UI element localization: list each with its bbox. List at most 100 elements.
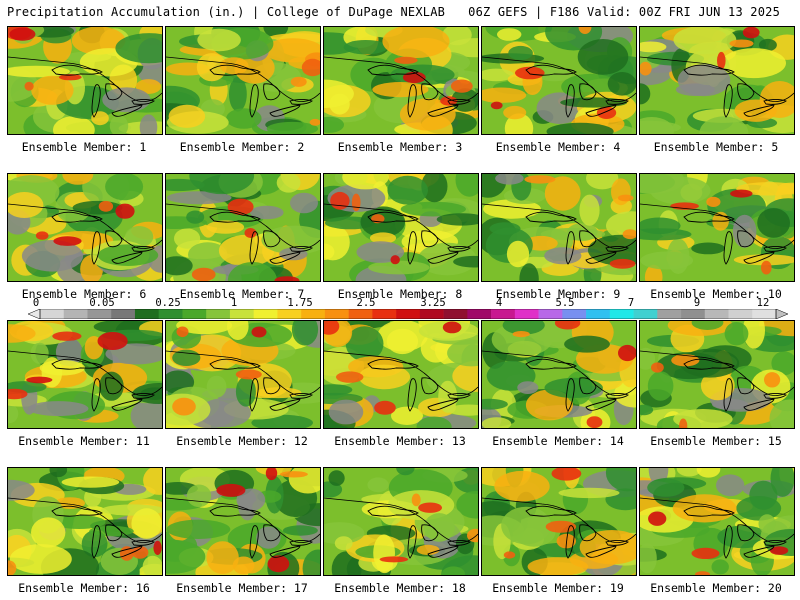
legend-color-segment bbox=[111, 309, 136, 319]
great-lakes-outline bbox=[209, 211, 313, 265]
great-lakes-outline bbox=[367, 505, 471, 559]
legend-color-segment bbox=[158, 309, 183, 319]
great-lakes-outline bbox=[525, 505, 629, 559]
ensemble-member-map bbox=[7, 173, 163, 282]
ensemble-member-map bbox=[7, 26, 163, 135]
ensemble-member-label: Ensemble Member: 8 bbox=[337, 287, 463, 301]
legend-color-segment bbox=[562, 309, 587, 319]
ensemble-member-label: Ensemble Member: 2 bbox=[179, 140, 305, 154]
legend-right-arrow bbox=[775, 309, 788, 319]
legend-color-segment bbox=[752, 309, 777, 319]
border-line bbox=[482, 56, 636, 102]
legend-tick-label: 0.05 bbox=[89, 297, 115, 309]
precipitation-field bbox=[640, 468, 794, 575]
legend-color-segment bbox=[206, 309, 231, 319]
border-line bbox=[166, 203, 320, 249]
legend-color-segment bbox=[704, 309, 729, 319]
legend-color-segment bbox=[728, 309, 753, 319]
precipitation-field bbox=[8, 174, 162, 281]
ensemble-member-map bbox=[481, 173, 637, 282]
precipitation-field bbox=[640, 321, 794, 428]
legend-color-segment bbox=[63, 309, 88, 319]
legend-tick-label: 1 bbox=[230, 297, 238, 309]
ensemble-member-map bbox=[639, 173, 795, 282]
ensemble-member-map bbox=[165, 467, 321, 576]
border-line bbox=[8, 203, 162, 249]
great-lakes-outline bbox=[525, 358, 629, 412]
precipitation-field bbox=[324, 321, 478, 428]
ensemble-member-map bbox=[323, 173, 479, 282]
legend-color-segment bbox=[657, 309, 682, 319]
legend-tick-label: 1.75 bbox=[287, 297, 313, 309]
ensemble-member-label: Ensemble Member: 6 bbox=[21, 287, 147, 301]
precipitation-field bbox=[8, 321, 162, 428]
great-lakes-outline bbox=[209, 64, 313, 118]
legend-color-segment bbox=[372, 309, 397, 319]
border-line bbox=[482, 497, 636, 543]
legend-color-segment bbox=[253, 309, 278, 319]
ensemble-member-label: Ensemble Member: 1 bbox=[21, 140, 147, 154]
precipitation-field bbox=[324, 174, 478, 281]
great-lakes-outline bbox=[683, 358, 787, 412]
ensemble-member-map bbox=[481, 467, 637, 576]
ensemble-member-label: Ensemble Member: 4 bbox=[495, 140, 621, 154]
great-lakes-outline bbox=[367, 358, 471, 412]
precipitation-field bbox=[324, 27, 478, 134]
precipitation-field bbox=[324, 468, 478, 575]
ensemble-member-label: Ensemble Member: 14 bbox=[492, 434, 624, 448]
precipitation-field bbox=[166, 174, 320, 281]
border-line bbox=[324, 203, 478, 249]
ensemble-member-label: Ensemble Member: 5 bbox=[653, 140, 779, 154]
legend-tick-label: 4 bbox=[495, 297, 503, 309]
legend-tick-label: 12 bbox=[756, 297, 770, 309]
precipitation-field bbox=[166, 321, 320, 428]
precipitation-field bbox=[8, 468, 162, 575]
legend-color-segment bbox=[396, 309, 421, 319]
ensemble-member-map bbox=[165, 173, 321, 282]
precipitation-field bbox=[640, 27, 794, 134]
border-line bbox=[482, 203, 636, 249]
border-line bbox=[640, 350, 794, 396]
legend-color-segment bbox=[229, 309, 254, 319]
legend-color-segment bbox=[324, 309, 349, 319]
legend-tick-label: 2.5 bbox=[356, 297, 376, 309]
border-line bbox=[324, 350, 478, 396]
border-line bbox=[166, 56, 320, 102]
ensemble-member-map bbox=[639, 26, 795, 135]
precipitation-field bbox=[482, 174, 636, 281]
great-lakes-outline bbox=[525, 211, 629, 265]
ensemble-member-label: Ensemble Member: 18 bbox=[334, 581, 466, 595]
great-lakes-outline bbox=[51, 64, 155, 118]
ensemble-member-map bbox=[323, 26, 479, 135]
precipitation-field bbox=[8, 27, 162, 134]
precipitation-field bbox=[166, 468, 320, 575]
border-line bbox=[324, 56, 478, 102]
ensemble-member-map bbox=[323, 467, 479, 576]
great-lakes-outline bbox=[367, 64, 471, 118]
ensemble-member-map bbox=[165, 26, 321, 135]
border-line bbox=[8, 350, 162, 396]
legend-color-segment bbox=[419, 309, 444, 319]
ensemble-member-map bbox=[7, 320, 163, 429]
border-line bbox=[640, 203, 794, 249]
ensemble-member-map bbox=[639, 467, 795, 576]
ensemble-member-label: Ensemble Member: 10 bbox=[650, 287, 782, 301]
great-lakes-outline bbox=[51, 358, 155, 412]
great-lakes-outline bbox=[209, 505, 313, 559]
header-left-title: Precipitation Accumulation (in.) | Colle… bbox=[7, 5, 446, 19]
legend-color-segment bbox=[182, 309, 207, 319]
border-line bbox=[482, 350, 636, 396]
border-line bbox=[8, 497, 162, 543]
great-lakes-outline bbox=[51, 505, 155, 559]
great-lakes-outline bbox=[525, 64, 629, 118]
border-line bbox=[324, 497, 478, 543]
great-lakes-outline bbox=[683, 64, 787, 118]
ensemble-member-label: Ensemble Member: 3 bbox=[337, 140, 463, 154]
legend-color-segment bbox=[681, 309, 706, 319]
ensemble-member-map bbox=[639, 320, 795, 429]
legend-color-segment bbox=[87, 309, 112, 319]
legend-tick-label: 0 bbox=[32, 297, 40, 309]
ensemble-member-label: Ensemble Member: 20 bbox=[650, 581, 782, 595]
legend-tick-label: 9 bbox=[693, 297, 701, 309]
legend-color-bar bbox=[28, 309, 788, 319]
